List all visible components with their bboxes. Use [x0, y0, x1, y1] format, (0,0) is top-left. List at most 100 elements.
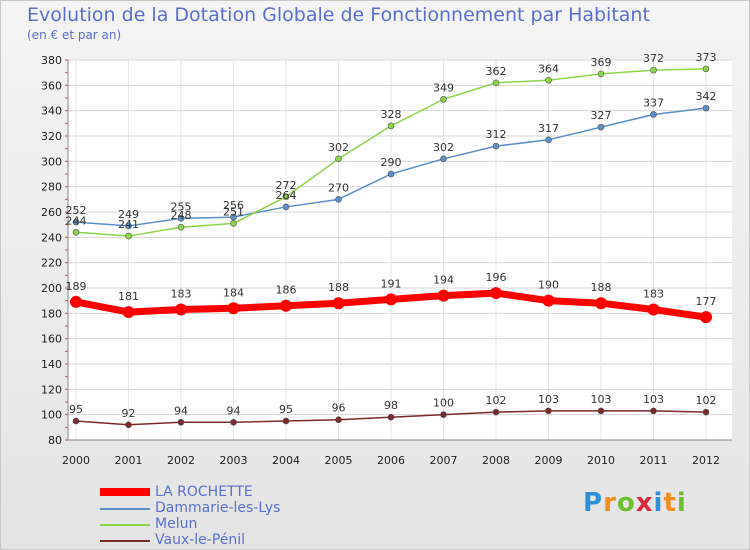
y-tick-label: 300: [41, 155, 62, 168]
data-point-vaux-le-penil: [335, 416, 342, 424]
data-label-melun: 302: [328, 141, 349, 154]
data-point-la-rochette: [437, 289, 450, 302]
x-tick-label: 2000: [62, 454, 90, 467]
data-label-dammarie-les-lys: 249: [118, 208, 139, 221]
legend: LA ROCHETTE Dammarie-les-Lys Melun Vaux-…: [100, 484, 400, 548]
logo-letter: t: [663, 488, 677, 518]
data-label-vaux-le-penil: 103: [591, 393, 612, 406]
data-label-vaux-le-penil: 103: [538, 393, 559, 406]
data-point-dammarie-les-lys: [125, 222, 132, 230]
data-label-melun: 362: [486, 65, 507, 78]
legend-label-dammarie-les-lys: Dammarie-les-Lys: [155, 500, 281, 516]
data-point-dammarie-les-lys: [282, 203, 290, 211]
data-label-melun: 248: [171, 209, 192, 222]
data-point-melun: [545, 76, 552, 84]
data-point-la-rochette: [227, 302, 240, 315]
y-tick-label: 180: [41, 307, 62, 320]
y-tick-label: 140: [41, 358, 62, 371]
data-label-dammarie-les-lys: 256: [223, 199, 244, 212]
x-tick-label: 2008: [482, 454, 510, 467]
chart-title: Evolution de la Dotation Globale de Fonc…: [27, 4, 650, 26]
data-label-vaux-le-penil: 102: [696, 394, 717, 407]
data-point-vaux-le-penil: [230, 418, 237, 426]
data-label-la-rochette: 186: [276, 284, 297, 297]
y-tick-label: 360: [41, 79, 62, 92]
data-point-vaux-le-penil: [125, 421, 132, 429]
x-tick-label: 2012: [692, 454, 720, 467]
y-tick-label: 100: [41, 409, 62, 422]
data-point-melun: [282, 193, 290, 201]
data-point-vaux-le-penil: [650, 407, 657, 415]
data-label-dammarie-les-lys: 317: [538, 122, 559, 135]
x-tick-label: 2004: [272, 454, 300, 467]
y-tick-label: 200: [41, 282, 62, 295]
data-label-melun: 369: [591, 56, 612, 69]
data-label-vaux-le-penil: 95: [279, 403, 293, 416]
chart-subtitle: (en € et par an): [27, 28, 122, 42]
data-label-melun: 244: [66, 214, 87, 227]
data-point-la-rochette: [595, 297, 607, 310]
data-point-melun: [387, 122, 395, 130]
data-point-la-rochette: [700, 311, 712, 324]
data-point-melun: [597, 70, 605, 78]
logo-letter: P: [583, 488, 604, 518]
data-point-dammarie-les-lys: [650, 111, 657, 118]
data-label-dammarie-les-lys: 312: [486, 128, 507, 141]
data-label-dammarie-les-lys: 252: [66, 204, 87, 217]
y-tick-label: 280: [41, 181, 62, 194]
data-label-vaux-le-penil: 94: [227, 404, 241, 417]
x-tick-label: 2010: [587, 454, 615, 467]
data-label-la-rochette: 188: [328, 281, 349, 294]
data-label-dammarie-les-lys: 270: [328, 181, 349, 194]
legend-swatch-melun: [100, 524, 150, 526]
data-label-la-rochette: 183: [643, 288, 664, 301]
data-point-la-rochette: [122, 306, 135, 319]
y-tick-label: 220: [41, 257, 62, 270]
legend-swatch-dammarie-les-lys: [100, 508, 150, 510]
data-point-dammarie-les-lys: [702, 104, 710, 112]
data-point-melun: [72, 228, 80, 236]
data-label-melun: 364: [538, 62, 559, 75]
data-point-vaux-le-penil: [72, 417, 80, 425]
data-label-vaux-le-penil: 103: [643, 393, 664, 406]
data-label-vaux-le-penil: 95: [69, 403, 83, 416]
data-point-vaux-le-penil: [387, 413, 395, 421]
data-point-vaux-le-penil: [177, 418, 185, 426]
data-point-dammarie-les-lys: [72, 218, 80, 226]
x-tick-label: 2009: [535, 454, 563, 467]
legend-item-vaux-le-penil: Vaux-le-Pénil: [100, 532, 400, 548]
data-point-la-rochette: [542, 294, 555, 307]
data-label-vaux-le-penil: 100: [433, 397, 454, 410]
data-label-la-rochette: 183: [171, 288, 192, 301]
data-point-dammarie-les-lys: [492, 142, 500, 150]
x-tick-label: 2003: [220, 454, 248, 467]
data-label-melun: 373: [696, 51, 717, 64]
data-label-la-rochette: 191: [381, 277, 402, 290]
data-label-melun: 241: [118, 218, 139, 231]
data-label-melun: 251: [223, 205, 244, 218]
data-label-melun: 372: [643, 52, 664, 65]
data-label-melun: 349: [433, 81, 454, 94]
data-label-la-rochette: 189: [66, 280, 87, 293]
data-point-vaux-le-penil: [282, 417, 290, 425]
y-tick-label: 340: [41, 105, 62, 118]
data-point-melun: [702, 65, 710, 73]
data-point-vaux-le-penil: [440, 411, 447, 418]
data-label-la-rochette: 181: [118, 290, 139, 303]
y-tick-label: 120: [41, 383, 62, 396]
data-point-dammarie-les-lys: [545, 136, 552, 144]
x-tick-label: 2002: [167, 454, 195, 467]
data-point-dammarie-les-lys: [230, 213, 237, 221]
logo-letter: x: [635, 488, 654, 518]
data-label-vaux-le-penil: 92: [122, 407, 136, 420]
data-point-la-rochette: [175, 303, 187, 316]
legend-label-vaux-le-penil: Vaux-le-Pénil: [155, 532, 246, 548]
data-label-vaux-le-penil: 94: [174, 404, 188, 417]
data-label-la-rochette: 188: [591, 281, 612, 294]
data-point-la-rochette: [490, 287, 502, 300]
data-point-melun: [177, 223, 185, 231]
x-tick-label: 2001: [115, 454, 143, 467]
data-point-dammarie-les-lys: [597, 123, 605, 131]
data-point-la-rochette: [280, 299, 292, 312]
